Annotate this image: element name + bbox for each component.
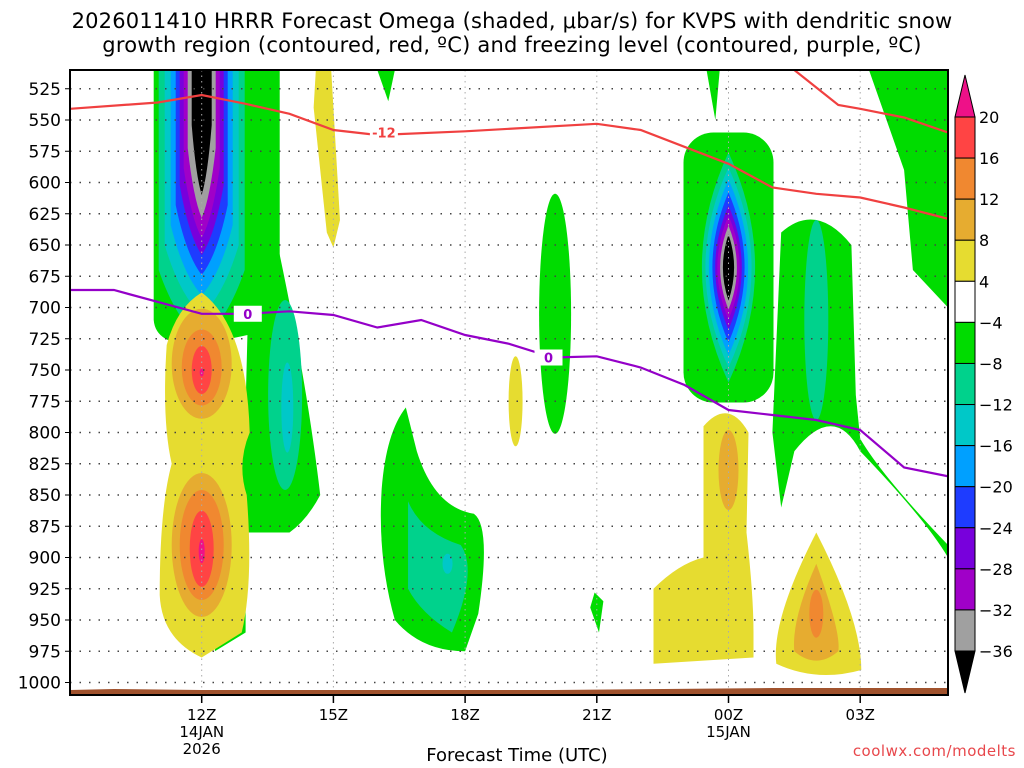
x-tick-label: 2026: [183, 740, 221, 758]
colorbar-label: −20: [979, 478, 1013, 497]
contour-label-minus12: -12: [372, 127, 396, 142]
contour-label-bg: [534, 349, 563, 366]
contour-label-0: 0: [243, 308, 252, 323]
y-tick-label: 675: [29, 267, 61, 287]
colorbar-label: 12: [979, 190, 999, 209]
colorbar-label: −36: [979, 642, 1013, 661]
colorbar-swatch: [954, 445, 976, 488]
y-tick-label: 975: [29, 642, 61, 662]
contour-lines: -12 0 0: [70, 70, 948, 478]
colorbar-label: −8: [979, 354, 1003, 373]
omega-area-gold: [718, 430, 739, 510]
x-tick-label: 00Z: [714, 706, 743, 724]
colorbar-swatch: [954, 362, 976, 406]
colorbar: 20 16 12 8 4 −4 −8 −12 −16 −20 −24 −28 −32 −36: [954, 74, 1013, 694]
y-tick-label: 750: [29, 361, 61, 381]
omega-area-green: [590, 592, 604, 633]
omega-area-green: [706, 70, 720, 120]
omega-area-yellow: [508, 356, 523, 447]
y-tick-label: 825: [29, 455, 61, 475]
y-tick-label: 925: [29, 580, 61, 600]
contour-label-bg: [233, 305, 262, 322]
colorbar-swatch: [954, 239, 976, 282]
terrain: [70, 688, 948, 695]
omega-area-teal: [804, 220, 829, 420]
y-tick-label: 875: [29, 517, 61, 537]
colorbar-swatch: [954, 486, 976, 529]
omega-area-yellow: [653, 413, 754, 664]
colorbar-label: 20: [979, 108, 999, 127]
omega-area-yellow: [313, 70, 340, 248]
omega-area-orange: [809, 589, 824, 638]
y-tick-label: 725: [29, 330, 61, 350]
y-axis: 525 550 575 600 625 650 675 700 725 750 775 800 825 8…: [18, 80, 70, 694]
omega-ring: [191, 70, 212, 195]
plot-frame: [69, 69, 949, 696]
y-tick-label: 850: [29, 486, 61, 506]
contour-label-bg: [369, 124, 398, 141]
colorbar-label: −16: [979, 437, 1013, 456]
x-axis-label: Forecast Time (UTC): [426, 745, 608, 766]
terrain-fill: [70, 688, 948, 695]
x-tick-label: 14JAN: [179, 723, 224, 741]
colorbar-label: −28: [979, 560, 1013, 579]
x-tick-label: 21Z: [582, 706, 611, 724]
colorbar-arrow-top: [954, 74, 976, 118]
x-tick-label: 18Z: [450, 706, 479, 724]
y-tick-label: 600: [29, 174, 61, 194]
colorbar-swatch: [954, 116, 976, 159]
x-tick-label: 03Z: [846, 706, 875, 724]
y-tick-label: 1000: [18, 674, 61, 694]
colorbar-swatch: [954, 404, 976, 447]
colorbar-swatch: [954, 609, 976, 652]
credit-link[interactable]: coolwx.com/modelts: [852, 742, 1016, 760]
x-tick-label: 12Z: [187, 706, 216, 724]
colorbar-label: −12: [979, 396, 1013, 415]
contour-label-0: 0: [544, 352, 553, 367]
colorbar-label: 16: [979, 149, 999, 168]
y-tick-label: 950: [29, 611, 61, 631]
omega-area-cyan: [442, 553, 453, 574]
colorbar-swatch: [954, 568, 976, 611]
y-tick-label: 700: [29, 299, 61, 319]
y-tick-label: 575: [29, 142, 61, 162]
colorbar-label: −24: [979, 519, 1013, 538]
y-tick-label: 900: [29, 549, 61, 569]
y-tick-label: 800: [29, 424, 61, 444]
colorbar-label: 4: [979, 272, 989, 291]
y-tick-label: 775: [29, 392, 61, 412]
colorbar-swatch: [954, 157, 976, 200]
omega-area-teal: [408, 501, 468, 633]
omega-area-green: [377, 70, 395, 102]
omega-shading: [153, 70, 948, 675]
colorbar-label: −32: [979, 601, 1013, 620]
colorbar-swatch: [954, 321, 976, 364]
omega-ring: [722, 234, 735, 301]
y-tick-label: 550: [29, 111, 61, 131]
omega-area-green: [772, 70, 948, 558]
grid-lines: [70, 70, 948, 695]
y-tick-label: 650: [29, 236, 61, 256]
contour-line: [793, 70, 948, 134]
x-tick-label: 15JAN: [706, 723, 751, 741]
omega-area-cyan: [281, 362, 294, 453]
chart-title-line-1: 2026011410 HRRR Forecast Omega (shaded, …: [71, 9, 953, 33]
colorbar-swatch: [954, 527, 976, 570]
colorbar-label: 8: [979, 231, 989, 250]
contour-line: [70, 93, 948, 220]
y-tick-label: 625: [29, 205, 61, 225]
x-tick-label: 15Z: [319, 706, 348, 724]
colorbar-label: −4: [979, 313, 1003, 332]
omega-area-green: [539, 193, 572, 434]
colorbar-swatch: [954, 280, 976, 323]
colorbar-swatch: [954, 198, 976, 241]
y-tick-label: 525: [29, 80, 61, 100]
colorbar-arrow-bottom: [954, 650, 976, 694]
chart-title-line-2: growth region (contoured, red, ºC) and f…: [102, 33, 922, 57]
